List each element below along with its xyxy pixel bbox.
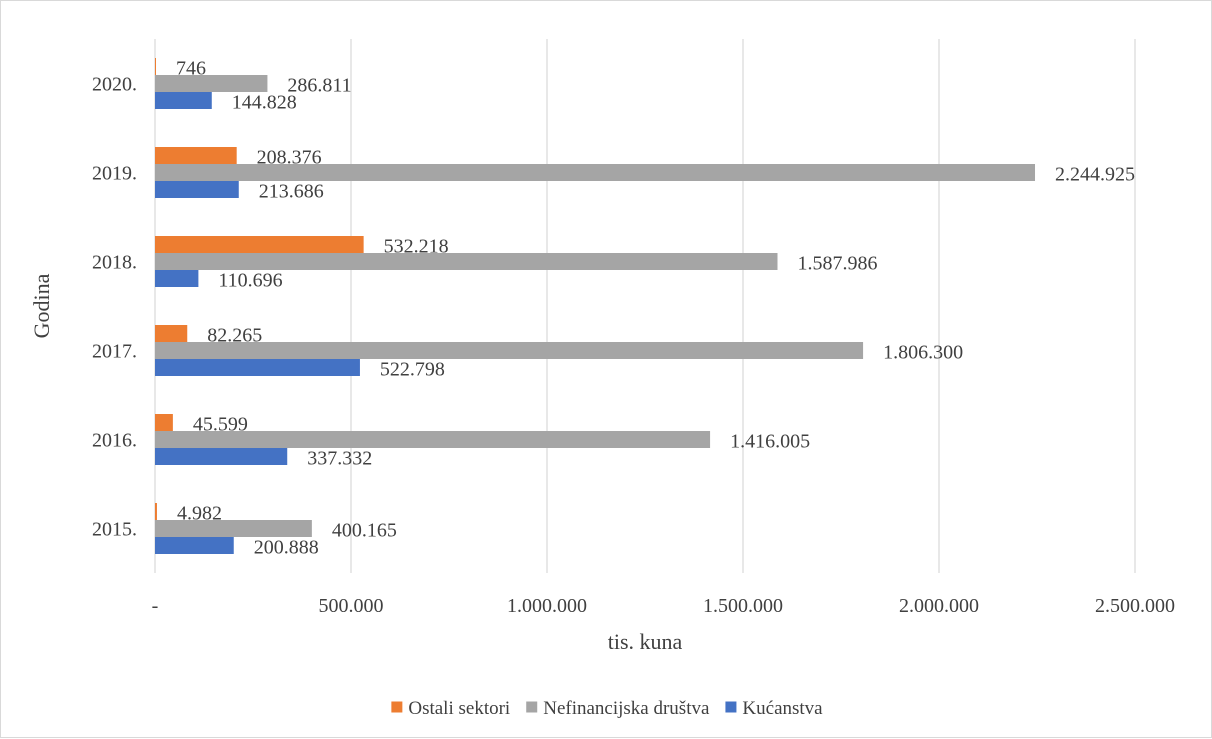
data-label: 286.811 [287,75,351,97]
y-tick-label: 2017. [92,341,137,363]
data-label: 110.696 [218,270,282,292]
legend-label: Nefinancijska društva [543,698,710,719]
bar [155,448,288,465]
bars [155,58,1036,554]
y-tick-label: 2019. [92,163,137,185]
bar [155,325,188,342]
data-label: 522.798 [380,359,445,381]
data-label: 4.982 [177,503,222,525]
legend-label: Kućanstva [742,698,823,719]
bar [155,147,237,164]
grid-lines [154,39,1136,573]
legend-item: Kućanstva [725,698,823,719]
bar [155,236,364,253]
data-label: 1.416.005 [730,431,810,453]
x-tick-label: 2.500.000 [1095,595,1175,617]
data-label: 45.599 [193,414,248,436]
data-label: 200.888 [254,537,319,559]
y-tick-label: 2015. [92,519,137,541]
y-tick-labels: 2015. 2016. 2017. 2018. 2019. 2020. [92,74,137,541]
y-axis-title: Godina [29,273,54,338]
bar [155,270,199,287]
legend-label: Ostali sektori [408,698,510,719]
x-tick-label: 2.000.000 [899,595,979,617]
bar [155,181,239,198]
bar [155,431,711,448]
x-tick-label: 500.000 [319,595,384,617]
bar [155,342,864,359]
data-label: 1.587.986 [797,253,877,275]
data-label: 144.828 [232,92,297,114]
bar [155,414,173,431]
data-label: 400.165 [332,520,397,542]
bar [155,58,156,75]
data-label: 2.244.925 [1055,164,1135,186]
y-tick-label: 2016. [92,430,137,452]
legend-swatch [526,701,538,713]
legend: Ostali sektori Nefinancijska društva Kućan… [391,698,823,719]
data-label: 82.265 [207,325,262,347]
data-label: 1.806.300 [883,342,963,364]
x-axis-title: tis. kuna [608,629,683,654]
x-tick-label: - [152,595,159,617]
legend-swatch [391,701,403,713]
data-label: 208.376 [257,147,322,169]
data-label: 746 [176,58,206,80]
data-label: 337.332 [307,448,372,470]
bar [155,359,360,376]
x-tick-label: 1.000.000 [507,595,587,617]
x-tick-labels: - 500.000 1.000.000 1.500.000 2.000.000 2.500… [152,595,1175,617]
data-labels: 4.982 400.165 200.888 45.599 1.416.005 337.33… [176,58,1135,559]
legend-swatch [725,701,737,713]
y-tick-label: 2020. [92,74,137,96]
bar [155,164,1036,181]
data-label: 532.218 [384,236,449,258]
y-tick-label: 2018. [92,252,137,274]
bar [155,75,268,92]
legend-item: Ostali sektori [391,698,510,719]
bar [155,92,212,109]
x-tick-label: 1.500.000 [703,595,783,617]
bar [155,520,312,537]
bar [155,537,234,554]
bar [155,503,157,520]
legend-item: Nefinancijska društva [526,698,710,719]
bar [155,253,778,270]
data-label: 213.686 [259,181,324,203]
